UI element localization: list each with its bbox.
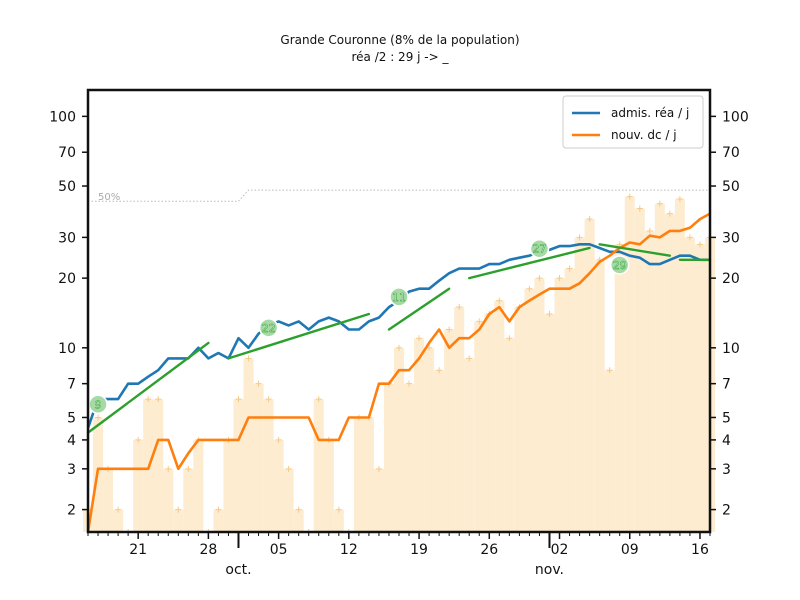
x-tick-label: 21: [129, 542, 147, 558]
daily-bar: [113, 510, 123, 532]
y-tick-label-right: 30: [722, 230, 740, 246]
daily-bar: [565, 269, 575, 532]
daily-bar: [645, 231, 655, 532]
daily-bar: [193, 440, 203, 532]
daily-bar: [183, 469, 193, 532]
y-tick-label-right: 50: [722, 179, 740, 195]
daily-bar: [544, 314, 554, 532]
daily-bar: [695, 244, 705, 532]
badge-label: 27: [532, 243, 546, 256]
y-tick-label-right: 70: [722, 145, 740, 161]
daily-bar: [163, 469, 173, 532]
daily-bar: [153, 399, 163, 532]
daily-bar: [244, 358, 254, 532]
badge-label: 9: [95, 398, 102, 411]
badge-label: 22: [262, 322, 276, 335]
daily-bar: [524, 289, 534, 532]
daily-bar: [474, 321, 484, 532]
daily-bar: [615, 244, 625, 532]
y-tick-label-right: 5: [722, 410, 731, 426]
daily-bar: [484, 314, 494, 532]
daily-bar: [404, 384, 414, 532]
daily-bar: [595, 260, 605, 532]
x-tick-label: 16: [691, 542, 709, 558]
y-tick-label-left: 30: [58, 230, 76, 246]
x-tick-label: 09: [621, 542, 639, 558]
daily-bar: [585, 219, 595, 532]
daily-bar: [374, 469, 384, 532]
x-tick-label: 28: [199, 542, 217, 558]
daily-bar: [424, 348, 434, 532]
daily-bar: [555, 278, 565, 532]
daily-bar: [675, 199, 685, 532]
month-label: nov.: [535, 562, 564, 578]
daily-bar: [364, 417, 374, 532]
y-tick-label-right: 100: [722, 109, 749, 125]
daily-bar: [534, 278, 544, 532]
y-tick-label-left: 5: [67, 410, 76, 426]
y-tick-label-right: 10: [722, 341, 740, 357]
y-tick-label-left: 2: [67, 503, 76, 519]
daily-bar: [334, 510, 344, 532]
daily-bar: [605, 370, 615, 532]
y-tick-label-right: 20: [722, 271, 740, 287]
y-tick-label-left: 4: [67, 433, 76, 449]
legend: admis. réa / j nouv. dc / j: [563, 96, 703, 148]
daily-bar: [464, 358, 474, 532]
badge-label: 11: [392, 291, 406, 304]
x-tick-label: 05: [270, 542, 288, 558]
daily-bar: [444, 329, 454, 532]
daily-bar: [284, 469, 294, 532]
month-label: oct.: [225, 562, 251, 578]
daily-bar: [494, 301, 504, 532]
daily-bar: [264, 399, 274, 532]
y-tick-label-left: 3: [67, 462, 76, 478]
y-tick-label-left: 70: [58, 145, 76, 161]
daily-bar: [103, 469, 113, 532]
x-tick-label: 02: [551, 542, 569, 558]
daily-bar: [354, 417, 364, 532]
daily-bar: [514, 307, 524, 532]
x-tick-label: 26: [480, 542, 498, 558]
reference-line: [88, 190, 710, 201]
daily-bar: [414, 338, 424, 532]
daily-bar: [274, 440, 284, 532]
y-tick-label-left: 7: [67, 377, 76, 393]
badge-label: 29: [613, 259, 627, 272]
daily-bar: [685, 237, 695, 532]
y-tick-label-right: 7: [722, 377, 731, 393]
daily-bar: [223, 440, 233, 532]
daily-bar: [294, 510, 304, 532]
daily-bar: [233, 399, 243, 532]
y-tick-label-right: 4: [722, 433, 731, 449]
y-tick-label-right: 3: [722, 462, 731, 478]
y-tick-label-left: 10: [58, 341, 76, 357]
daily-bar: [173, 510, 183, 532]
legend-label: admis. réa / j: [611, 106, 689, 120]
daily-bar: [625, 197, 635, 532]
daily-bar: [314, 399, 324, 532]
daily-bar: [254, 384, 264, 532]
x-tick-label: 19: [410, 542, 428, 558]
legend-label: nouv. dc / j: [611, 128, 677, 142]
y-tick-label-left: 100: [49, 109, 76, 125]
daily-bar: [133, 440, 143, 532]
x-tick-label: 12: [340, 542, 358, 558]
daily-bar: [434, 370, 444, 532]
daily-bar: [324, 440, 334, 532]
daily-bar: [213, 510, 223, 532]
daily-bar: [504, 338, 514, 532]
daily-bar: [384, 384, 394, 532]
reference-line-layer: 50%: [88, 190, 710, 203]
y-tick-label-right: 2: [722, 503, 731, 519]
reference-label: 50%: [98, 192, 120, 203]
y-tick-label-left: 50: [58, 179, 76, 195]
y-tick-label-left: 20: [58, 271, 76, 287]
